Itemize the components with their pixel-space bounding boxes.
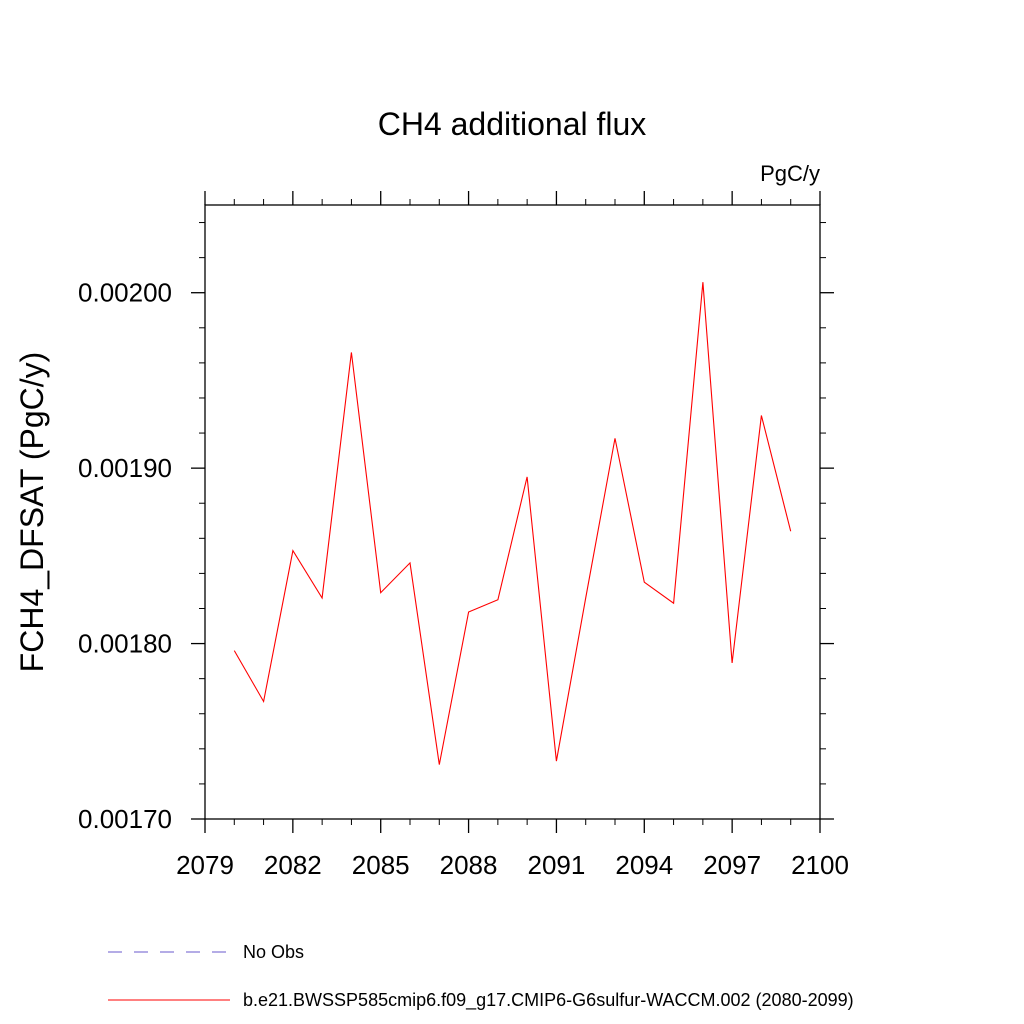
series-line (233, 282, 792, 765)
legend-label: b.e21.BWSSP585cmip6.f09_g17.CMIP6-G6sulf… (243, 990, 854, 1011)
x-tick-label: 2079 (176, 850, 234, 880)
x-tick-label: 2082 (264, 850, 322, 880)
y-axis-label: FCH4_DFSAT (PgC/y) (14, 352, 50, 673)
plot-frame (204, 204, 821, 820)
legend-label: No Obs (243, 942, 304, 962)
x-tick-label: 2100 (791, 850, 849, 880)
legend: No Obs b.e21.BWSSP585cmip6.f09_g17.CMIP6-… (108, 942, 854, 1011)
x-tick-label: 2085 (352, 850, 410, 880)
plot-area (233, 282, 792, 765)
y-tick-label: 0.00190 (78, 453, 172, 483)
y-tick-label: 0.00180 (78, 629, 172, 659)
x-tick-label: 2094 (615, 850, 673, 880)
x-tick-label: 2088 (440, 850, 498, 880)
y-tick-label: 0.00170 (78, 804, 172, 834)
y-tick-label: 0.00200 (78, 278, 172, 308)
x-tick-label: 2091 (528, 850, 586, 880)
units-label: PgC/y (760, 161, 820, 186)
chart-title: CH4 additional flux (378, 106, 647, 142)
x-tick-label: 2097 (703, 850, 761, 880)
axes: 2079 2082 2085 2088 2091 2094 2097 2100 0.00170 0… (78, 191, 849, 880)
